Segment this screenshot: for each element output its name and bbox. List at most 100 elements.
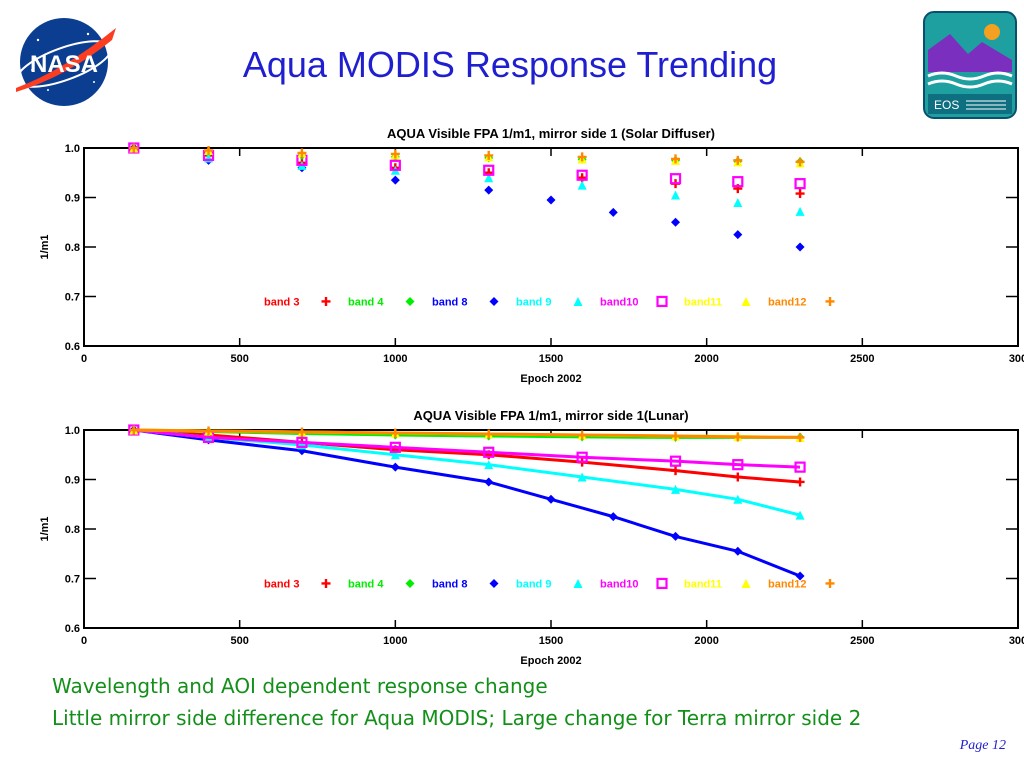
data-point (484, 186, 493, 195)
x-tick-label: 300 (1009, 353, 1024, 365)
x-tick-label: 0 (81, 353, 87, 365)
data-point (578, 181, 587, 190)
legend-label: band 4 (348, 296, 384, 308)
data-point (671, 218, 680, 227)
bullet-2: Little mirror side difference for Aqua M… (52, 706, 861, 730)
series-band8 (129, 426, 804, 581)
x-tick-label: 500 (230, 353, 248, 365)
x-tick-label: 1000 (383, 635, 407, 647)
legend-marker (742, 579, 751, 588)
legend-label: band11 (684, 578, 722, 590)
y-tick-label: 0.6 (65, 341, 80, 353)
legend-label: band12 (768, 296, 807, 308)
page-number: Page 12 (960, 738, 1006, 754)
data-point (796, 189, 805, 198)
legend-marker (826, 579, 835, 588)
legend-label: band10 (600, 578, 639, 590)
data-point (391, 463, 400, 472)
y-tick-label: 0.8 (65, 524, 80, 536)
data-point (796, 179, 805, 188)
data-point (671, 466, 680, 475)
lunar-chart: AQUA Visible FPA 1/m1, mirror side 1(Lun… (0, 400, 1024, 678)
series-band4 (129, 144, 804, 167)
nasa-wordmark: NASA (30, 51, 98, 78)
legend-marker (322, 297, 331, 306)
data-point (733, 198, 742, 207)
legend-marker (742, 297, 751, 306)
x-axis-label: Epoch 2002 (520, 655, 581, 667)
x-tick-label: 1500 (539, 353, 563, 365)
data-point (671, 154, 680, 163)
data-point (547, 495, 556, 504)
legend-label: band 9 (516, 296, 551, 308)
x-tick-label: 2500 (850, 635, 874, 647)
legend-label: band 8 (432, 296, 467, 308)
series-band8 (129, 144, 804, 252)
data-point (609, 208, 618, 217)
chart-title: AQUA Visible FPA 1/m1, mirror side 1(Lun… (413, 408, 688, 423)
data-point (733, 547, 742, 556)
data-point (391, 176, 400, 185)
x-tick-label: 2000 (694, 635, 718, 647)
data-point (796, 477, 805, 486)
eos-wordmark: EOS (934, 98, 959, 112)
legend-label: band 9 (516, 578, 551, 590)
data-point (547, 195, 556, 204)
legend-label: band 4 (348, 578, 384, 590)
data-point (671, 532, 680, 541)
x-tick-label: 2000 (694, 353, 718, 365)
legend-label: band 3 (264, 296, 299, 308)
y-tick-label: 0.9 (65, 475, 80, 487)
chart-title: AQUA Visible FPA 1/m1, mirror side 1 (So… (387, 126, 715, 141)
y-axis-label: 1/m1 (39, 516, 51, 541)
y-tick-label: 0.7 (65, 292, 80, 304)
data-point (484, 477, 493, 486)
legend-marker (490, 579, 499, 588)
data-point (733, 230, 742, 239)
y-tick-label: 0.6 (65, 623, 80, 635)
y-axis-label: 1/m1 (39, 234, 51, 259)
slide-title: Aqua MODIS Response Trending (160, 44, 860, 86)
data-point (609, 512, 618, 521)
legend-marker (574, 297, 583, 306)
x-tick-label: 0 (81, 635, 87, 647)
legend-label: band 8 (432, 578, 467, 590)
y-tick-label: 1.0 (65, 425, 80, 437)
legend-label: band10 (600, 296, 639, 308)
legend-marker (658, 579, 667, 588)
legend-marker (406, 297, 415, 306)
legend-marker (658, 297, 667, 306)
nasa-logo: NASA (8, 10, 120, 108)
x-tick-label: 1500 (539, 635, 563, 647)
y-tick-label: 0.8 (65, 242, 80, 254)
data-point (733, 156, 742, 165)
x-axis-label: Epoch 2002 (520, 373, 581, 385)
series-band10 (129, 144, 804, 189)
series-band9 (129, 144, 804, 216)
x-tick-label: 500 (230, 635, 248, 647)
data-point (796, 207, 805, 216)
data-point (671, 191, 680, 200)
eos-logo: EOS (922, 10, 1018, 120)
y-tick-label: 1.0 (65, 143, 80, 155)
series-band3 (129, 144, 804, 199)
legend-marker (826, 297, 835, 306)
legend-label: band12 (768, 578, 807, 590)
data-point (733, 473, 742, 482)
legend-marker (490, 297, 499, 306)
x-tick-label: 1000 (383, 353, 407, 365)
legend-marker (574, 579, 583, 588)
bullet-1: Wavelength and AOI dependent response ch… (52, 674, 548, 698)
y-tick-label: 0.9 (65, 193, 80, 205)
data-point (796, 243, 805, 252)
legend-label: band 3 (264, 578, 299, 590)
legend-marker (322, 579, 331, 588)
y-tick-label: 0.7 (65, 574, 80, 586)
plot-frame (84, 148, 1018, 346)
legend-label: band11 (684, 296, 722, 308)
solar-diffuser-chart: AQUA Visible FPA 1/m1, mirror side 1 (So… (0, 118, 1024, 396)
series-band12 (129, 144, 804, 167)
legend-marker (406, 579, 415, 588)
x-tick-label: 2500 (850, 353, 874, 365)
x-tick-label: 300 (1009, 635, 1024, 647)
